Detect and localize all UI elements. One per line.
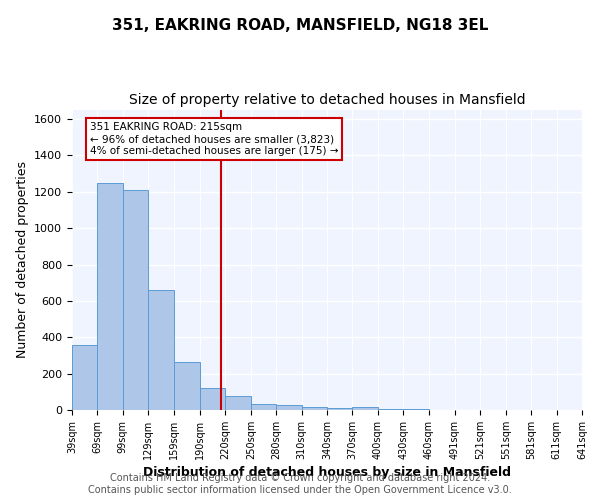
Bar: [352, 408, 378, 410]
Bar: [302, 408, 327, 410]
Text: 351 EAKRING ROAD: 215sqm
← 96% of detached houses are smaller (3,823)
4% of semi: 351 EAKRING ROAD: 215sqm ← 96% of detach…: [90, 122, 338, 156]
Bar: [226, 396, 251, 410]
Bar: [378, 408, 403, 410]
Title: Size of property relative to detached houses in Mansfield: Size of property relative to detached ho…: [128, 94, 526, 108]
Bar: [173, 362, 200, 410]
Bar: [200, 388, 226, 410]
Bar: [251, 404, 276, 410]
Bar: [97, 182, 123, 410]
Bar: [72, 344, 97, 410]
Bar: [327, 408, 352, 410]
Text: 351, EAKRING ROAD, MANSFIELD, NG18 3EL: 351, EAKRING ROAD, MANSFIELD, NG18 3EL: [112, 18, 488, 32]
X-axis label: Distribution of detached houses by size in Mansfield: Distribution of detached houses by size …: [143, 466, 511, 479]
Y-axis label: Number of detached properties: Number of detached properties: [16, 162, 29, 358]
Bar: [148, 290, 173, 410]
Text: Contains HM Land Registry data © Crown copyright and database right 2024.
Contai: Contains HM Land Registry data © Crown c…: [88, 474, 512, 495]
Bar: [276, 406, 302, 410]
Bar: [123, 190, 148, 410]
